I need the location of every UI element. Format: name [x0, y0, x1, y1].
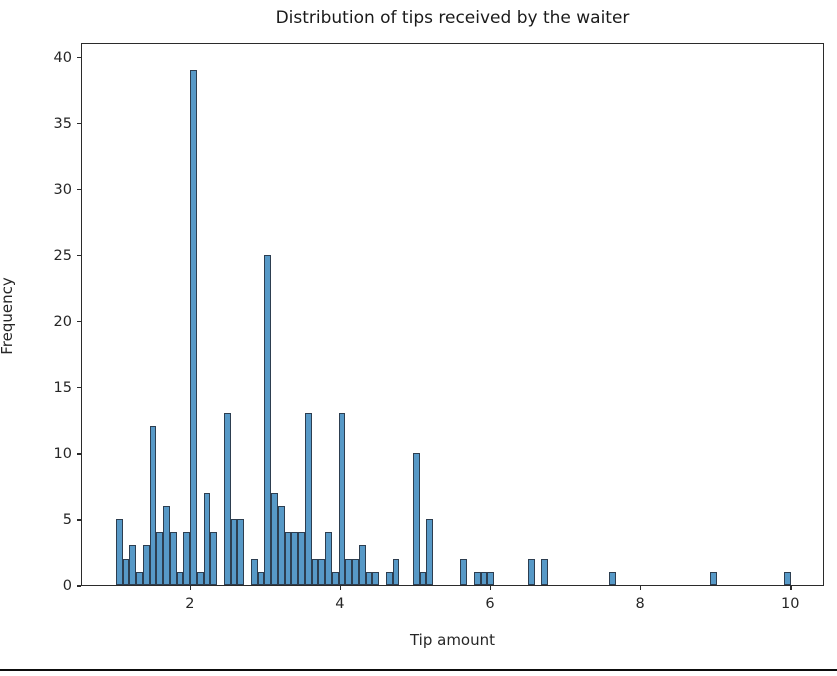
histogram-bar	[298, 532, 305, 585]
histogram-bar	[352, 558, 359, 585]
histogram-bar	[183, 532, 191, 585]
histogram-bar	[264, 254, 272, 585]
histogram-bar	[392, 558, 400, 585]
histogram-bar	[385, 571, 393, 585]
y-tick-label: 5	[62, 511, 72, 528]
x-tick-mark	[339, 586, 342, 590]
histogram-bar	[169, 532, 177, 585]
histogram-bar	[271, 492, 278, 585]
histogram-bar	[163, 505, 170, 585]
histogram-bar	[230, 518, 238, 585]
y-tick-label: 10	[53, 445, 72, 462]
histogram-bar	[541, 558, 549, 585]
histogram-bar	[487, 571, 495, 585]
histogram-bar	[365, 571, 373, 585]
y-tick-mark	[77, 453, 81, 455]
histogram-bar	[338, 413, 346, 585]
histogram-bar	[196, 571, 204, 585]
y-tick-mark	[77, 56, 81, 59]
histogram-bar	[291, 532, 299, 585]
histogram-bar	[318, 558, 326, 585]
histogram-bar	[190, 69, 197, 585]
y-tick-label: 15	[53, 379, 72, 396]
histogram-bar	[156, 532, 164, 585]
histogram-bar	[345, 558, 353, 585]
y-axis-label: Frequency	[0, 277, 16, 355]
y-tick-mark	[77, 585, 81, 587]
x-tick-label: 4	[335, 596, 345, 612]
histogram-bar	[473, 571, 481, 585]
histogram-bar	[136, 571, 143, 585]
histogram-bar	[372, 571, 380, 585]
histogram-bar	[223, 413, 231, 585]
histogram-bar	[304, 413, 312, 585]
histogram-bar	[129, 545, 137, 585]
x-tick-label: 10	[780, 596, 800, 612]
y-tick-label: 0	[62, 578, 72, 594]
histogram-bar	[412, 452, 420, 585]
x-tick-mark	[640, 586, 642, 590]
x-tick-mark	[189, 586, 192, 590]
histogram-bar	[426, 518, 434, 585]
histogram-bar	[331, 571, 339, 585]
x-axis-label: Tip amount	[409, 631, 496, 649]
histogram-bar	[142, 545, 150, 585]
histogram-bar	[149, 426, 157, 585]
histogram-bar	[419, 571, 427, 585]
x-tick-label: 8	[635, 596, 645, 612]
y-tick-label: 35	[53, 115, 72, 132]
x-tick-mark	[790, 586, 792, 590]
y-tick-label: 25	[53, 247, 72, 264]
x-tick-mark	[490, 586, 492, 590]
chart-title: Distribution of tips received by the wai…	[275, 8, 630, 28]
y-tick-mark	[77, 122, 81, 125]
histogram-bar	[115, 518, 123, 585]
y-tick-label: 40	[53, 49, 72, 66]
histogram-bar	[203, 492, 211, 585]
histogram-bar	[784, 571, 792, 585]
y-tick-label: 30	[53, 181, 72, 198]
histogram-bar	[325, 532, 332, 585]
histogram-bar	[311, 558, 319, 585]
y-tick-label: 20	[53, 313, 72, 330]
histogram-bar	[277, 505, 285, 585]
histogram-bar	[250, 558, 258, 585]
histogram-bar	[527, 558, 535, 585]
histogram-bar	[460, 558, 467, 585]
y-tick-mark	[77, 189, 81, 191]
histogram-bar	[176, 571, 184, 585]
y-tick-mark	[77, 321, 81, 323]
y-tick-mark	[77, 387, 81, 389]
histogram-bar	[284, 532, 292, 585]
histogram-bar	[480, 571, 488, 585]
window-bottom-divider	[0, 669, 837, 671]
y-tick-mark	[77, 519, 81, 521]
histogram-bar	[358, 545, 366, 585]
plot-area	[81, 43, 824, 586]
y-tick-mark	[77, 255, 81, 257]
x-tick-label: 2	[185, 596, 195, 612]
histogram-bar	[710, 571, 717, 585]
histogram-bar	[257, 571, 265, 585]
histogram-bar	[608, 571, 616, 585]
histogram-bar	[122, 558, 130, 585]
histogram-bar	[237, 518, 245, 585]
histogram-bar	[210, 532, 218, 585]
x-tick-label: 6	[485, 596, 495, 612]
